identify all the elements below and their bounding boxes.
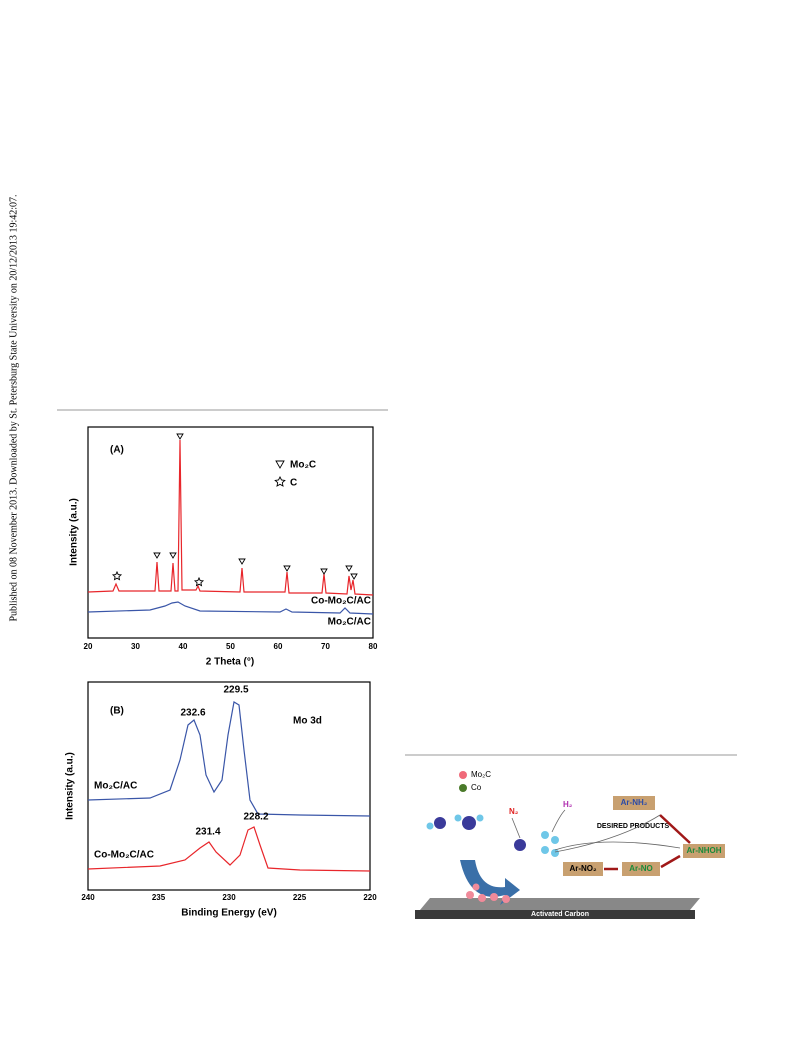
box-label: Ar-NH₂	[621, 798, 648, 807]
figure-b: (B) Mo 3d 232.6 229.5 231.4 228.2 Mo₂C/A…	[65, 681, 377, 919]
x-tick-label: 235	[152, 893, 166, 902]
gas-label: N₂	[509, 807, 519, 816]
xrd-curve	[87, 439, 374, 596]
atoms	[426, 814, 559, 857]
legend-label: Mo₂C	[471, 770, 491, 779]
note: Mo 3d	[293, 716, 322, 727]
support	[415, 910, 695, 919]
series-label: Mo₂C/AC	[94, 781, 137, 792]
peak-label: 229.5	[223, 685, 248, 696]
peak-label: 232.6	[180, 708, 205, 719]
x-tick-label: 80	[369, 642, 378, 651]
particles	[466, 883, 510, 903]
xps-curve	[87, 701, 371, 817]
support-top	[420, 898, 700, 910]
gas-label: H₂	[563, 800, 573, 809]
x-tick-label: 225	[293, 893, 307, 902]
xps-curve	[87, 826, 371, 872]
side-note: Published on 08 November 2013. Downloade…	[8, 194, 19, 621]
box-label: Ar-NO₂	[569, 864, 597, 873]
x-tick-label: 50	[226, 642, 235, 651]
molecules	[434, 816, 526, 851]
peak-label: 228.2	[243, 812, 268, 823]
x-axis-label: Binding Energy (eV)	[181, 908, 277, 919]
box	[622, 862, 660, 876]
frame	[87, 681, 371, 891]
peak-markers	[111, 433, 358, 587]
support-label: Activated Carbon	[531, 911, 589, 918]
x-axis-label: 2 Theta (°)	[206, 657, 254, 668]
x-tick-label: 40	[179, 642, 188, 651]
panel-label: (A)	[110, 445, 124, 456]
y-axis-label: Intensity (a.u.)	[69, 498, 80, 566]
legend-dot	[459, 784, 467, 792]
box	[613, 796, 655, 810]
xrd-curve	[87, 601, 374, 615]
box	[683, 844, 725, 858]
caption: DESIRED PRODUCTS	[597, 823, 670, 830]
x-tick-label: 240	[81, 893, 95, 902]
legend-dot	[459, 771, 467, 779]
x-tick-label: 20	[84, 642, 93, 651]
paths	[511, 809, 681, 853]
legend-label: C	[290, 478, 297, 489]
box	[563, 862, 603, 876]
box-label: Ar-NO	[629, 864, 653, 873]
series-label: Mo₂C/AC	[328, 617, 371, 628]
figure-a: (A) Mo₂C C Co-Mo₂C/AC Mo₂C/AC 20 30 40 5…	[69, 426, 378, 668]
series-label: Co-Mo₂C/AC	[311, 596, 371, 607]
panel-label: (B)	[110, 706, 124, 717]
peak-label: 231.4	[195, 827, 220, 838]
x-tick-label: 70	[321, 642, 330, 651]
x-tick-label: 60	[274, 642, 283, 651]
y-axis-label: Intensity (a.u.)	[65, 752, 76, 820]
legend-label: Co	[471, 783, 482, 792]
box-label: Ar-NHOH	[686, 846, 721, 855]
arrows	[604, 814, 691, 871]
frame	[87, 426, 374, 639]
series-label: Co-Mo₂C/AC	[94, 850, 154, 861]
x-tick-label: 30	[131, 642, 140, 651]
scheme: Activated Carbon Mo₂C Co N₂ H₂ Ar-NH₂ DE…	[415, 770, 725, 919]
arrow	[460, 860, 520, 905]
x-tick-label: 230	[222, 893, 236, 902]
x-tick-label: 220	[363, 893, 377, 902]
legend-label: Mo₂C	[290, 460, 316, 471]
